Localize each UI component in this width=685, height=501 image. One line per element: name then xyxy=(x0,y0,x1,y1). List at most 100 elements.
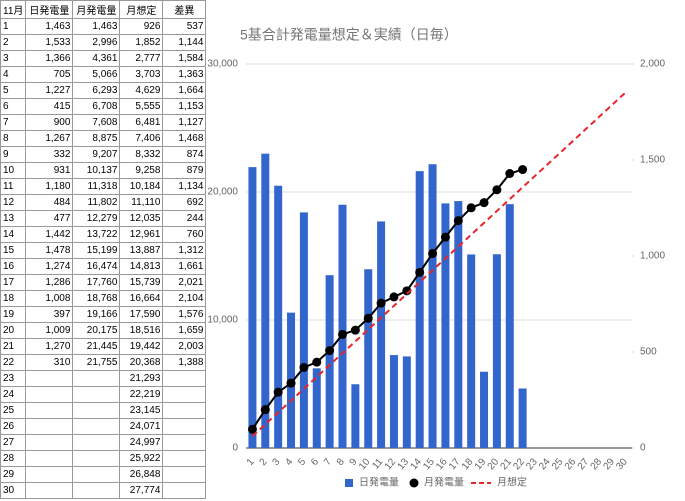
bar xyxy=(248,167,257,448)
table-row: 1 1,463 1,463 926 537 xyxy=(0,18,207,35)
table-row: 25 23,145 xyxy=(0,402,207,419)
y2-tick-label: 0 xyxy=(640,443,646,454)
table-cell: 4 xyxy=(0,66,27,83)
x-tick-label: 1 xyxy=(245,456,257,468)
bar xyxy=(415,171,424,449)
table-row: 21 1,270 21,445 19,442 2,003 xyxy=(0,338,207,355)
table-row: 15 1,478 15,199 13,887 1,312 xyxy=(0,242,207,259)
line-marker xyxy=(350,325,360,335)
line-marker xyxy=(505,169,515,179)
table-cell: 1,576 xyxy=(162,306,207,323)
legend-swatch xyxy=(345,479,353,487)
bar xyxy=(480,371,489,448)
table-cell: 24 xyxy=(0,386,27,403)
y2-tick-label: 1,000 xyxy=(640,251,665,262)
bar xyxy=(428,164,437,448)
table-cell: 10 xyxy=(0,162,27,179)
bar xyxy=(351,384,360,448)
line-marker xyxy=(376,298,386,308)
table-row: 19 397 19,166 17,590 1,576 xyxy=(0,306,207,323)
line-marker xyxy=(389,292,399,302)
legend-swatch xyxy=(409,478,419,488)
bar xyxy=(492,254,501,448)
bar xyxy=(402,356,411,448)
x-tick-label: 4 xyxy=(283,456,295,468)
x-tick-label: 2 xyxy=(258,456,270,468)
table-row: 29 26,848 xyxy=(0,466,207,483)
table-row: 28 25,922 xyxy=(0,450,207,467)
line xyxy=(251,91,627,437)
line-marker xyxy=(338,329,347,339)
table-row: 3 1,366 4,361 2,777 1,584 xyxy=(0,50,207,67)
table-cell: 6 xyxy=(0,98,27,115)
x-tick-label: 3 xyxy=(270,456,282,468)
bar xyxy=(312,368,321,448)
bar xyxy=(454,201,463,448)
table-row: 11月 日発電量 月発電量 月想定 差異 xyxy=(0,0,207,19)
legend-label: 月想定 xyxy=(497,476,527,489)
x-tick-label: 5 xyxy=(296,456,308,468)
table-row: 12 484 11,802 11,110 692 xyxy=(0,194,207,211)
legend-label: 日発電量 xyxy=(359,476,399,489)
x-tick-label: 30 xyxy=(614,456,630,472)
x-tick-label: 9 xyxy=(348,456,360,468)
y-tick-label: 30,000 xyxy=(207,59,238,70)
table-cell: 26 xyxy=(0,418,27,435)
line-marker xyxy=(286,378,296,388)
line-marker xyxy=(363,313,373,323)
table-row: 6 415 6,708 5,555 1,153 xyxy=(0,98,207,115)
y2-tick-label: 500 xyxy=(640,347,657,358)
line-marker xyxy=(479,198,489,208)
line-marker xyxy=(299,362,309,372)
bar xyxy=(261,153,270,448)
x-tick-label: 6 xyxy=(309,456,321,468)
legend-label: 月発電量 xyxy=(424,476,464,489)
bar xyxy=(325,275,334,448)
line-marker xyxy=(428,248,438,258)
line-marker xyxy=(312,357,322,367)
table-row: 7 900 7,608 6,481 1,127 xyxy=(0,114,207,131)
x-tick-label: 8 xyxy=(335,456,347,468)
line-marker xyxy=(453,216,463,226)
y2-tick-label: 2,000 xyxy=(640,59,665,70)
bar xyxy=(364,269,373,448)
table-row: 4 705 5,066 3,703 1,363 xyxy=(0,66,207,83)
table-cell: 30 xyxy=(0,482,27,499)
bar xyxy=(274,185,283,448)
table-cell: 21 xyxy=(0,338,27,355)
line-marker xyxy=(247,424,257,434)
table-row: 30 27,774 xyxy=(0,482,207,499)
y2-tick-label: 1,500 xyxy=(640,155,665,166)
bar xyxy=(518,388,527,448)
bar xyxy=(467,254,476,448)
line-marker xyxy=(492,185,502,195)
bar xyxy=(505,204,514,448)
chart-title: 5基合計発電量想定＆実績（日毎） xyxy=(240,27,458,43)
table-cell: 1,468 xyxy=(162,130,207,147)
y-tick-label: 10,000 xyxy=(207,315,238,326)
line-marker xyxy=(466,203,476,213)
bar xyxy=(299,212,308,448)
line-marker xyxy=(260,405,270,415)
line-marker xyxy=(273,387,283,397)
table-row: 14 1,442 13,722 12,961 760 xyxy=(0,226,207,243)
line-marker xyxy=(518,165,528,175)
table-row: 9 332 9,207 8,332 874 xyxy=(0,146,207,163)
sheet-table: 11月 日発電量 月発電量 月想定 差異 1 1,463 1,463 926 537 2 1,533 2… xyxy=(0,0,207,499)
table-cell: 2 xyxy=(0,34,27,51)
table-row: 18 1,008 18,768 16,664 2,104 xyxy=(0,290,207,307)
table-row: 23 21,293 xyxy=(0,370,207,387)
table-cell: 27,774 xyxy=(119,482,164,499)
line xyxy=(251,168,523,430)
line-marker xyxy=(325,346,335,356)
bar xyxy=(377,221,386,448)
bar xyxy=(338,204,347,448)
x-tick-label: 7 xyxy=(322,456,334,468)
table-row: 26 24,071 xyxy=(0,418,207,435)
bar xyxy=(441,203,450,448)
bar xyxy=(389,355,398,448)
table-cell xyxy=(162,482,207,499)
line-marker xyxy=(415,267,425,277)
